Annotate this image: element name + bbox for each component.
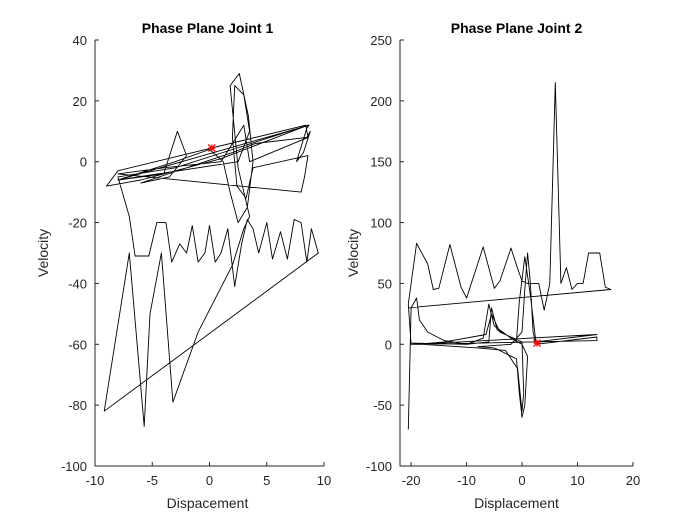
y-tick-label: 0	[385, 337, 392, 352]
y-tick-label: -80	[68, 398, 87, 413]
plot-panel-joint-1: Phase Plane Joint 1 Dispacement Velocity…	[35, 20, 331, 511]
y-tick-label: 150	[370, 155, 392, 170]
phase-trajectory-joint-1	[103, 73, 319, 427]
marker-stroke	[533, 339, 541, 348]
phase-trajectory-joint-2	[407, 82, 612, 430]
x-tick-label: 10	[570, 473, 584, 488]
y-tick-label: -40	[68, 276, 87, 291]
x-tick-label: -10	[86, 473, 105, 488]
chart-title-joint-2: Phase Plane Joint 2	[451, 20, 583, 36]
plot-panel-joint-2: Phase Plane Joint 2 Displacement Velocit…	[345, 20, 640, 511]
y-axis-label-joint-1: Velocity	[35, 229, 51, 277]
current-state-marker-joint-2	[533, 339, 541, 348]
x-tick-label: -20	[402, 473, 421, 488]
marker-stroke	[207, 144, 216, 152]
y-tick-label: 40	[73, 33, 87, 48]
tick-group-joint-1: -10 -5 0 5 10 -100 -80 -60 -40 -20 0 20 40	[61, 33, 331, 488]
x-tick-label: 0	[206, 473, 213, 488]
y-tick-label: 0	[80, 155, 87, 170]
current-state-marker-joint-1	[207, 144, 216, 152]
y-axis-label-joint-2: Velocity	[345, 229, 361, 277]
y-tick-label: -100	[61, 459, 87, 474]
y-tick-label: -50	[373, 398, 392, 413]
y-tick-label: 50	[378, 276, 392, 291]
y-tick-label: -100	[366, 459, 392, 474]
y-tick-label: 250	[370, 33, 392, 48]
chart-title-joint-1: Phase Plane Joint 1	[142, 20, 274, 36]
y-tick-label: 20	[73, 94, 87, 109]
y-tick-label: 100	[370, 216, 392, 231]
x-tick-label: 5	[263, 473, 270, 488]
x-tick-label: -10	[457, 473, 476, 488]
x-axis-label-joint-2: Displacement	[474, 495, 559, 511]
y-tick-label: -20	[68, 216, 87, 231]
x-axis-label-joint-1: Dispacement	[167, 495, 249, 511]
x-tick-label: 10	[317, 473, 331, 488]
x-tick-label: 20	[626, 473, 640, 488]
y-tick-label: -60	[68, 337, 87, 352]
y-tick-label: 200	[370, 94, 392, 109]
x-tick-label: -5	[146, 473, 158, 488]
x-tick-label: 0	[518, 473, 525, 488]
